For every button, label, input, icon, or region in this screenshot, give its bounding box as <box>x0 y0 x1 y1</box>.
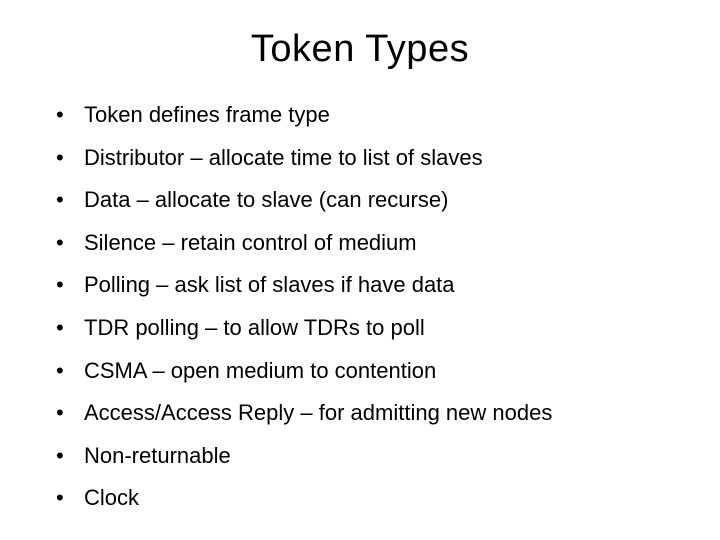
bullet-text: CSMA – open medium to contention <box>84 357 672 386</box>
bullet-text: Distributor – allocate time to list of s… <box>84 144 672 173</box>
list-item: • Data – allocate to slave (can recurse) <box>56 186 672 215</box>
bullet-icon: • <box>56 271 84 300</box>
bullet-text: Access/Access Reply – for admitting new … <box>84 399 672 428</box>
bullet-text: Polling – ask list of slaves if have dat… <box>84 271 672 300</box>
bullet-icon: • <box>56 186 84 215</box>
bullet-icon: • <box>56 144 84 173</box>
bullet-text: Silence – retain control of medium <box>84 229 672 258</box>
list-item: • Distributor – allocate time to list of… <box>56 144 672 173</box>
bullet-icon: • <box>56 229 84 258</box>
bullet-icon: • <box>56 399 84 428</box>
list-item: • CSMA – open medium to contention <box>56 357 672 386</box>
bullet-icon: • <box>56 357 84 386</box>
bullet-icon: • <box>56 101 84 130</box>
bullet-icon: • <box>56 442 84 471</box>
slide-container: Token Types • Token defines frame type •… <box>0 0 720 540</box>
list-item: • Access/Access Reply – for admitting ne… <box>56 399 672 428</box>
bullet-text: Non-returnable <box>84 442 672 471</box>
list-item: • Clock <box>56 484 672 513</box>
list-item: • Polling – ask list of slaves if have d… <box>56 271 672 300</box>
bullet-icon: • <box>56 484 84 513</box>
bullet-text: Clock <box>84 484 672 513</box>
bullet-list: • Token defines frame type • Distributor… <box>48 101 672 513</box>
bullet-icon: • <box>56 314 84 343</box>
list-item: • Token defines frame type <box>56 101 672 130</box>
bullet-text: TDR polling – to allow TDRs to poll <box>84 314 672 343</box>
bullet-text: Data – allocate to slave (can recurse) <box>84 186 672 215</box>
list-item: • TDR polling – to allow TDRs to poll <box>56 314 672 343</box>
list-item: • Silence – retain control of medium <box>56 229 672 258</box>
bullet-text: Token defines frame type <box>84 101 672 130</box>
list-item: • Non-returnable <box>56 442 672 471</box>
slide-title: Token Types <box>48 28 672 71</box>
